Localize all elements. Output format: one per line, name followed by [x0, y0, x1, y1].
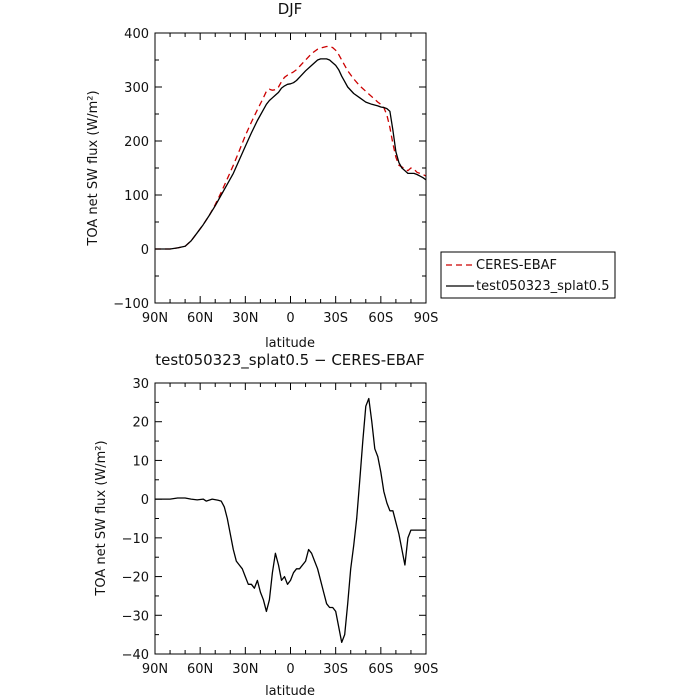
xtick-label: 30N [232, 662, 258, 677]
top-panel-ticks: 90N 60N 30N 0 30S 60S 90S −100 0 100 200 300 400 [113, 27, 438, 326]
top-panel-title: DJF [278, 0, 303, 18]
ytick-label: 30 [132, 377, 149, 392]
ytick-label: −10 [122, 532, 149, 547]
xtick-label: 0 [286, 662, 294, 677]
bottom-panel-frame [154, 382, 427, 655]
legend-box [440, 251, 616, 299]
ytick-label: −30 [122, 609, 149, 624]
bottom-panel-ticks: 90N 60N 30N 0 30S 60S 90S −40 −30 −20 −10 0 10 20 30 [122, 377, 439, 677]
xtick-label: 30N [232, 311, 258, 326]
legend-label-test: test050323_splat0.5 [476, 279, 609, 294]
bottom-panel-xlabel: latitude [265, 684, 315, 699]
xtick-label: 90S [414, 662, 439, 677]
ytick-label: −20 [122, 571, 149, 586]
legend: CERES-EBAF test050323_splat0.5 [440, 251, 616, 299]
xtick-label: 90N [142, 311, 168, 326]
xtick-label: 30S [323, 662, 348, 677]
bottom-panel: test050323_splat0.5 − CERES-EBAF TOA net… [94, 351, 438, 699]
top-panel-xlabel: latitude [265, 336, 315, 351]
top-panel-frame [154, 32, 427, 304]
series-line-difference [155, 397, 426, 644]
ytick-label: 0 [141, 493, 149, 508]
ytick-label: 100 [124, 189, 149, 204]
bottom-panel-ylabel: TOA net SW flux (W/m²) [94, 440, 109, 596]
top-panel-ylabel: TOA net SW flux (W/m²) [86, 90, 101, 246]
series-line-test050323 [155, 58, 427, 250]
xtick-label: 60N [187, 311, 213, 326]
xtick-label: 30S [323, 311, 348, 326]
top-panel-series [155, 45, 427, 250]
top-panel: DJF TOA net SW flux (W/m²) latitude 90N 6… [86, 0, 438, 351]
bottom-panel-title: test050323_splat0.5 − CERES-EBAF [155, 351, 425, 370]
xtick-label: 0 [286, 311, 294, 326]
ytick-label: 200 [124, 135, 149, 150]
xtick-label: 90S [414, 311, 439, 326]
bottom-panel-series [155, 397, 426, 644]
ytick-label: 400 [124, 27, 149, 42]
ytick-label: 300 [124, 81, 149, 96]
xtick-label: 90N [142, 662, 168, 677]
ytick-label: −100 [113, 297, 149, 312]
xtick-label: 60N [187, 662, 213, 677]
xtick-label: 60S [368, 662, 393, 677]
ytick-label: 0 [141, 243, 149, 258]
legend-label-ceres: CERES-EBAF [476, 258, 557, 273]
ytick-label: 20 [132, 416, 149, 431]
xtick-label: 60S [368, 311, 393, 326]
series-line-ceres-ebaf [155, 45, 427, 250]
ytick-label: 10 [132, 454, 149, 469]
ytick-label: −40 [122, 648, 149, 663]
